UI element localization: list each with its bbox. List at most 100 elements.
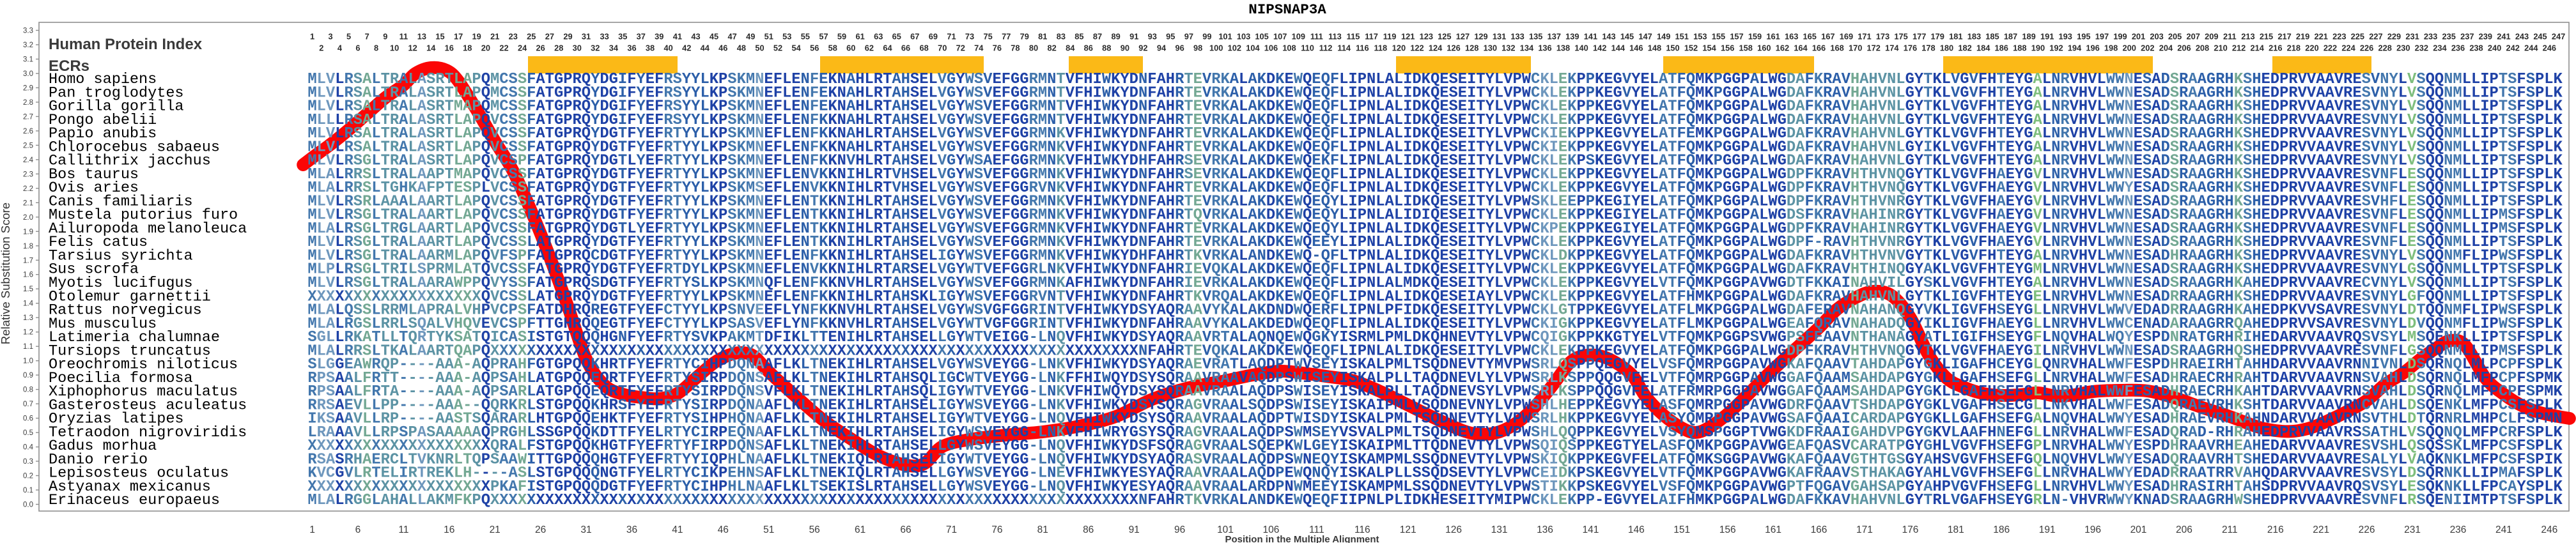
svg-text:23: 23	[509, 32, 518, 42]
svg-text:Ailuropoda melanoleuca: Ailuropoda melanoleuca	[49, 220, 247, 238]
svg-text:57: 57	[819, 32, 828, 42]
svg-text:126: 126	[1445, 524, 1462, 535]
svg-text:213: 213	[2241, 32, 2254, 42]
svg-text:156: 156	[1721, 43, 1734, 53]
svg-text:ECRs: ECRs	[49, 57, 89, 75]
svg-text:2.8: 2.8	[23, 99, 33, 107]
svg-text:210: 210	[2214, 43, 2227, 53]
svg-text:92: 92	[1138, 43, 1147, 53]
svg-text:131: 131	[1493, 32, 1506, 42]
svg-text:101: 101	[1218, 32, 1232, 42]
svg-text:196: 196	[2084, 524, 2101, 535]
svg-text:83: 83	[1057, 32, 1066, 42]
svg-text:74: 74	[974, 43, 984, 53]
svg-text:14: 14	[426, 43, 436, 53]
svg-text:35: 35	[618, 32, 627, 42]
svg-text:25: 25	[527, 32, 536, 42]
svg-text:167: 167	[1821, 32, 1835, 42]
svg-text:53: 53	[782, 32, 791, 42]
svg-text:209: 209	[2205, 32, 2218, 42]
svg-text:231: 231	[2405, 32, 2419, 42]
svg-text:244: 244	[2524, 43, 2538, 53]
svg-text:Pan troglodytes: Pan troglodytes	[49, 84, 184, 102]
svg-text:Erinaceus europaeus: Erinaceus europaeus	[49, 492, 220, 509]
svg-text:229: 229	[2387, 32, 2401, 42]
svg-text:2.2: 2.2	[23, 185, 33, 193]
svg-text:40: 40	[663, 43, 672, 53]
svg-text:60: 60	[846, 43, 855, 53]
svg-text:206: 206	[2177, 43, 2191, 53]
svg-text:124: 124	[1429, 43, 1443, 53]
svg-text:31: 31	[580, 524, 591, 535]
svg-text:131: 131	[1491, 524, 1508, 535]
svg-text:15: 15	[435, 32, 444, 42]
svg-text:158: 158	[1739, 43, 1753, 53]
svg-text:109: 109	[1292, 32, 1305, 42]
svg-text:228: 228	[2378, 43, 2392, 53]
svg-text:20: 20	[481, 43, 490, 53]
svg-text:30: 30	[573, 43, 582, 53]
svg-text:Mustela putorius furo: Mustela putorius furo	[49, 207, 238, 224]
svg-text:41: 41	[673, 32, 682, 42]
svg-text:Bos taurus: Bos taurus	[49, 166, 139, 183]
svg-text:11: 11	[400, 32, 408, 42]
svg-text:65: 65	[892, 32, 901, 42]
svg-text:51: 51	[764, 32, 773, 42]
svg-text:212: 212	[2232, 43, 2246, 53]
svg-text:123: 123	[1420, 32, 1433, 42]
svg-text:45: 45	[710, 32, 718, 42]
svg-text:107: 107	[1273, 32, 1287, 42]
svg-text:227: 227	[2369, 32, 2382, 42]
svg-text:MLVLRSGLTRALAARTLAPQVCSSLATGPR: MLVLRSGLTRALAARTLAPQVCSSLATGPRQYDGTFYEFR…	[307, 234, 2563, 251]
svg-text:18: 18	[463, 43, 472, 53]
svg-text:174: 174	[1885, 43, 1899, 53]
svg-text:Lepisosteus oculatus: Lepisosteus oculatus	[49, 465, 229, 482]
svg-text:63: 63	[874, 32, 883, 42]
svg-text:102: 102	[1228, 43, 1241, 53]
svg-text:202: 202	[2141, 43, 2154, 53]
svg-text:85: 85	[1075, 32, 1083, 42]
svg-text:86: 86	[1084, 43, 1093, 53]
svg-text:246: 246	[2541, 524, 2557, 535]
svg-text:31: 31	[582, 32, 591, 42]
svg-text:246: 246	[2543, 43, 2556, 53]
svg-text:84: 84	[1066, 43, 1075, 53]
svg-text:Gadus morhua: Gadus morhua	[49, 438, 157, 455]
svg-text:1.6: 1.6	[23, 272, 33, 279]
svg-text:73: 73	[965, 32, 974, 42]
svg-text:XXXXXXXXXXXXXXXXXXXXQRALFSTGPQ: XXXXXXXXXXXXXXXXXXXXQRALFSTGPQQKHGTFYEFR…	[307, 438, 2563, 455]
svg-text:211: 211	[2222, 524, 2238, 535]
svg-text:12: 12	[408, 43, 417, 53]
svg-text:241: 241	[2495, 524, 2512, 535]
svg-text:94: 94	[1157, 43, 1167, 53]
svg-text:27: 27	[545, 32, 554, 42]
svg-text:197: 197	[2095, 32, 2109, 42]
svg-text:205: 205	[2168, 32, 2182, 42]
svg-text:Poecilia formosa: Poecilia formosa	[49, 370, 193, 387]
svg-text:188: 188	[2013, 43, 2026, 53]
svg-text:128: 128	[1465, 43, 1478, 53]
svg-text:62: 62	[865, 43, 874, 53]
svg-text:49: 49	[746, 32, 755, 42]
svg-text:89: 89	[1111, 32, 1120, 42]
svg-text:66: 66	[900, 524, 911, 535]
svg-text:115: 115	[1347, 32, 1360, 42]
svg-text:5: 5	[346, 32, 351, 42]
svg-text:183: 183	[1967, 32, 1981, 42]
svg-text:36: 36	[627, 43, 636, 53]
svg-text:185: 185	[1985, 32, 1999, 42]
svg-text:3.2: 3.2	[23, 42, 33, 49]
svg-text:114: 114	[1337, 43, 1351, 53]
svg-text:6: 6	[355, 524, 361, 535]
svg-text:Human Protein Index: Human Protein Index	[49, 36, 203, 53]
svg-text:79: 79	[1020, 32, 1029, 42]
svg-text:Canis familiaris: Canis familiaris	[49, 193, 193, 210]
svg-text:101: 101	[1217, 524, 1234, 535]
svg-text:171: 171	[1858, 32, 1871, 42]
svg-text:MLALRRSLTGHKAFPTESPLVCSSFATGPR: MLALRRSLTGHKAFPTESPLVCSSFATGPRQYDGTFYEFR…	[307, 180, 2563, 197]
svg-text:193: 193	[2059, 32, 2072, 42]
svg-text:64: 64	[883, 43, 892, 53]
svg-text:54: 54	[791, 43, 801, 53]
svg-text:141: 141	[1582, 524, 1599, 535]
svg-text:67: 67	[910, 32, 919, 42]
